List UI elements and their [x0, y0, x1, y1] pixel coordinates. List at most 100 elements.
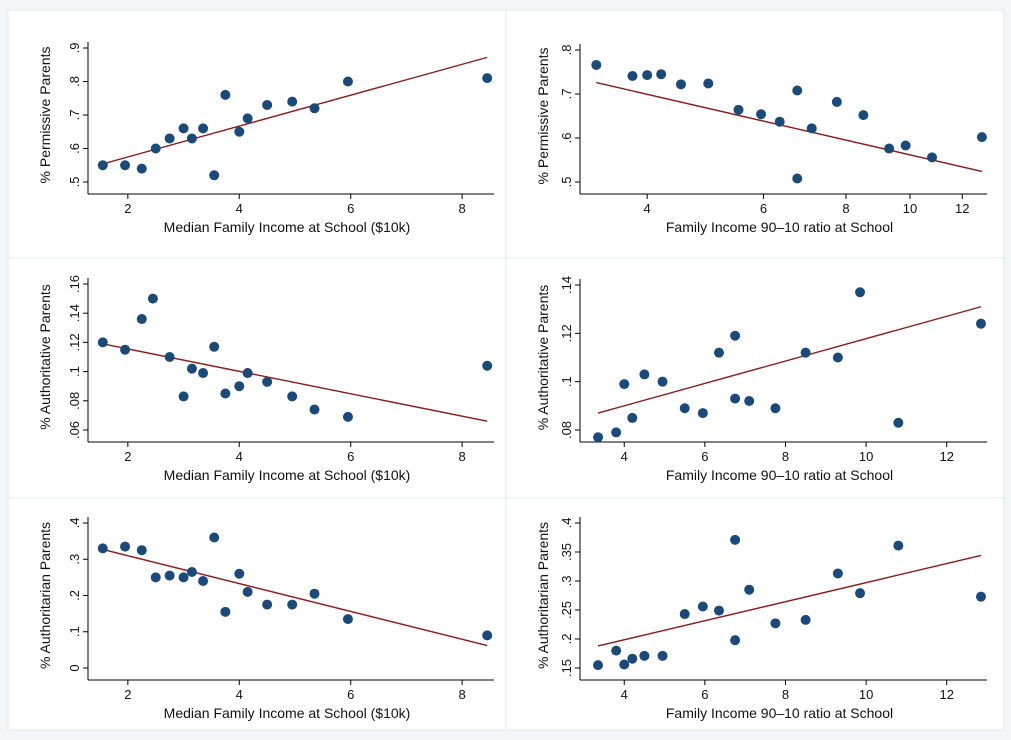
- x-tick-label: 12: [939, 687, 953, 702]
- scatter-point: [703, 78, 714, 89]
- scatter-point: [178, 391, 189, 402]
- scatter-point: [262, 599, 273, 610]
- scatter-point: [975, 591, 986, 602]
- scatter-point: [697, 601, 708, 612]
- scatter-point: [619, 379, 630, 390]
- y-tick-label: .2: [67, 590, 82, 601]
- x-tick-label: 6: [701, 449, 708, 464]
- scatter-point: [627, 70, 638, 81]
- y-tick-label: .3: [67, 554, 82, 565]
- x-axis-title: Family Income 90–10 ratio at School: [666, 705, 893, 721]
- scatter-point: [975, 318, 986, 329]
- scatter-point: [642, 70, 653, 81]
- chart-panel-4: 4 6 8 10 12 .08 .1 .12 .14 Family Income 90–10 ra…: [505, 257, 1005, 499]
- scatter-point: [220, 89, 231, 100]
- x-tick-label: 6: [701, 687, 708, 702]
- scatter-point: [855, 287, 866, 298]
- scatter-point: [262, 99, 273, 110]
- scatter-point: [234, 568, 245, 579]
- scatter-point: [831, 96, 842, 107]
- scatter-point: [675, 79, 686, 90]
- scatter-point: [639, 650, 650, 661]
- x-tick-label: 6: [347, 687, 354, 702]
- scatter-point: [97, 160, 108, 171]
- x-axis-title: Median Family Income at School ($10k): [164, 467, 411, 483]
- panel-background: [505, 257, 1005, 499]
- scatter-point: [147, 293, 158, 304]
- scatter-point: [120, 541, 131, 552]
- scatter-point: [893, 417, 904, 428]
- x-tick-label: 2: [124, 687, 131, 702]
- scatter-point: [287, 391, 298, 402]
- scatter-point: [770, 403, 781, 414]
- scatter-point: [593, 660, 604, 671]
- scatter-point: [774, 116, 785, 127]
- scatter-point: [792, 85, 803, 96]
- x-tick-label: 2: [124, 449, 131, 464]
- x-tick-label: 8: [842, 201, 849, 216]
- x-tick-label: 6: [347, 201, 354, 216]
- y-tick-label: .1: [67, 366, 82, 377]
- scatter-point: [832, 352, 843, 363]
- scatter-point: [120, 344, 131, 355]
- scatter-point: [713, 347, 724, 358]
- scatter-point: [164, 133, 175, 144]
- scatter-point: [234, 381, 245, 392]
- scatter-point: [242, 113, 253, 124]
- y-tick-label: .8: [559, 45, 574, 56]
- scatter-point: [639, 369, 650, 380]
- scatter-point: [893, 540, 904, 551]
- scatter-point: [342, 411, 353, 422]
- y-tick-label: .35: [559, 543, 574, 561]
- scatter-point: [730, 635, 741, 646]
- y-axis-title: % Authoritative Parents: [535, 285, 551, 431]
- scatter-point: [591, 59, 602, 70]
- scatter-point: [186, 566, 197, 577]
- scatter-point: [744, 396, 755, 406]
- scatter-point: [792, 173, 803, 184]
- scatter-point: [186, 363, 197, 374]
- scatter-point: [242, 368, 253, 379]
- scatter-point: [611, 645, 622, 656]
- scatter-point: [713, 605, 724, 616]
- scatter-point: [756, 109, 767, 120]
- x-tick-label: 4: [621, 449, 628, 464]
- scatter-point: [287, 96, 298, 107]
- scatter-point: [164, 352, 175, 362]
- x-tick-label: 4: [236, 687, 243, 702]
- scatter-point: [178, 123, 189, 134]
- y-tick-label: .3: [559, 576, 574, 587]
- y-tick-label: .6: [559, 133, 574, 144]
- y-tick-label: .12: [559, 324, 574, 342]
- chart-panel-2: 4 6 8 10 12 .5 .6 .7 .8 Family Income 90–10 ratio…: [505, 9, 1005, 259]
- scatter-point: [198, 368, 209, 379]
- x-tick-label: 12: [939, 449, 953, 464]
- y-tick-label: .9: [67, 43, 82, 54]
- scatter-point: [482, 360, 493, 371]
- scatter-point: [800, 614, 811, 625]
- scatter-point: [97, 543, 108, 554]
- fit-line: [597, 306, 982, 414]
- chart-panel-6: 4 6 8 10 12 .15 .2 .25 .3 .35 .4 Family Income 90–1…: [505, 497, 1005, 731]
- panel-background: [505, 497, 1005, 731]
- y-tick-label: .12: [67, 333, 82, 351]
- y-axis-title: % Authoritarian Parents: [37, 522, 53, 669]
- y-axis-title: % Permissive Parents: [37, 47, 53, 184]
- fit-line: [102, 548, 488, 647]
- x-axis-title: Family Income 90–10 ratio at School: [666, 219, 893, 235]
- y-tick-label: .08: [67, 392, 82, 410]
- x-tick-label: 8: [782, 449, 789, 464]
- scatter-point: [800, 347, 811, 358]
- y-tick-label: .08: [559, 421, 574, 439]
- scatter-point: [855, 588, 866, 599]
- y-tick-label: .16: [67, 275, 82, 293]
- scatter-point: [150, 143, 161, 154]
- scatter-point: [309, 103, 320, 114]
- y-tick-label: .14: [67, 304, 82, 322]
- scatter-point: [309, 404, 320, 415]
- scatter-point: [858, 110, 869, 121]
- y-tick-label: .2: [559, 634, 574, 645]
- fit-line: [596, 81, 983, 173]
- scatter-point: [97, 337, 108, 348]
- scatter-point: [884, 143, 895, 154]
